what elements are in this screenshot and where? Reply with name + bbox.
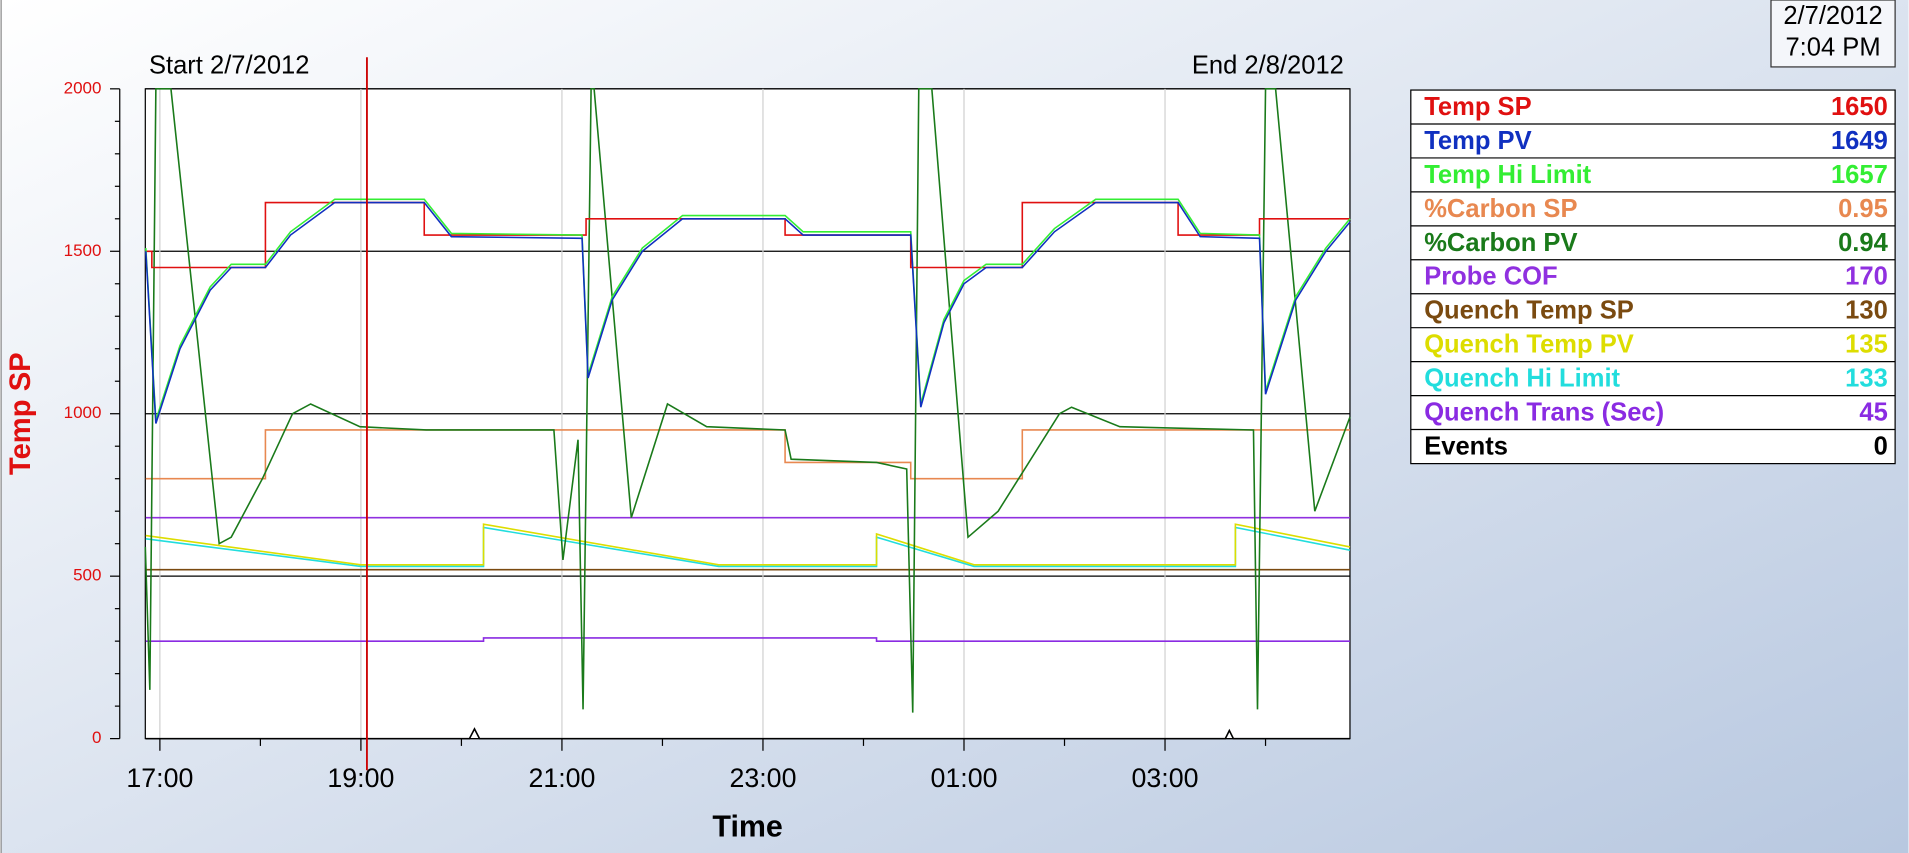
series-line xyxy=(144,88,1351,713)
readout-value: 0.94 xyxy=(1838,229,1889,257)
x-tick-label: 19:00 xyxy=(327,763,394,793)
legend-name: Quench Temp SP xyxy=(1424,297,1634,325)
x-axis-label: Time xyxy=(712,810,782,844)
left-edge xyxy=(0,0,2,853)
series-line xyxy=(145,201,1351,424)
end-label: End 2/8/2012 xyxy=(1192,52,1344,80)
legend-name: Temp PV xyxy=(1424,127,1531,155)
readout-value: 0.95 xyxy=(1838,195,1888,223)
x-tick-label: 01:00 xyxy=(931,763,998,793)
y-tick-label: 2000 xyxy=(64,78,102,97)
x-tick-label: 03:00 xyxy=(1132,763,1199,793)
legend-name: Probe COF xyxy=(1424,263,1557,291)
series-line xyxy=(145,637,1350,642)
series-line xyxy=(145,523,1351,566)
series-line xyxy=(145,201,1350,269)
readout-value: 135 xyxy=(1845,331,1888,359)
readout-value: 0 xyxy=(1874,432,1888,460)
x-tick-label: 17:00 xyxy=(126,763,193,793)
legend-name: Events xyxy=(1424,432,1508,460)
clock-date: 2/7/2012 xyxy=(1783,2,1882,30)
legend-name: Quench Hi Limit xyxy=(1424,365,1620,393)
x-tick-label: 23:00 xyxy=(729,763,796,793)
readout-value: 1649 xyxy=(1831,127,1888,155)
clock-time: 7:04 PM xyxy=(1785,33,1880,61)
clock-box xyxy=(1770,0,1896,68)
legend-name: Quench Trans (Sec) xyxy=(1424,399,1664,427)
readout-value: 133 xyxy=(1845,365,1888,393)
legend-name: Temp Hi Limit xyxy=(1424,161,1591,189)
y-tick-label: 1500 xyxy=(64,241,102,260)
legend-name: %Carbon PV xyxy=(1424,229,1577,257)
legend-name: Temp SP xyxy=(1424,93,1531,121)
readout-value: 1657 xyxy=(1831,161,1888,189)
y-tick-label: 500 xyxy=(73,566,101,585)
x-tick-label: 21:00 xyxy=(528,763,595,793)
readout-value: 1650 xyxy=(1831,93,1888,121)
y-axis-label: Temp SP xyxy=(5,352,37,475)
start-label: Start 2/7/2012 xyxy=(149,52,309,80)
readout-panel xyxy=(1410,89,1896,465)
series-line xyxy=(145,198,1351,421)
series-line xyxy=(145,727,1350,740)
series-line xyxy=(145,429,1350,480)
y-tick-label: 1000 xyxy=(64,403,102,422)
legend-name: Quench Temp PV xyxy=(1424,331,1634,359)
readout-value: 130 xyxy=(1845,297,1888,325)
y-tick-label: 0 xyxy=(92,728,101,747)
readout-value: 170 xyxy=(1845,263,1888,291)
legend-name: %Carbon SP xyxy=(1424,195,1577,223)
readout-value: 45 xyxy=(1859,399,1887,427)
